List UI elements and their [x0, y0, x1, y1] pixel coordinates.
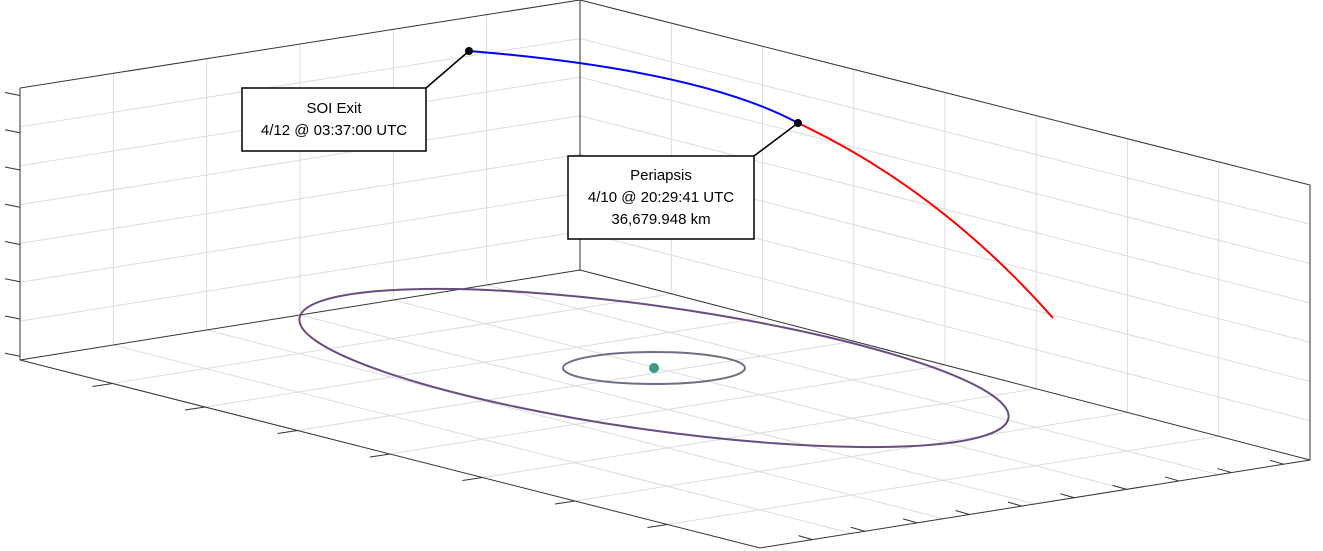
annotation-box: [241, 87, 427, 152]
outer-orbit: [298, 287, 1010, 449]
tick: [1217, 468, 1232, 474]
tick: [1007, 501, 1023, 507]
tick: [554, 500, 576, 505]
tick: [4, 203, 21, 208]
central-body: [649, 363, 659, 373]
inner-orbit: [562, 351, 746, 385]
tick: [4, 129, 21, 134]
grid-line: [579, 38, 1311, 225]
ticks: [4, 91, 1284, 541]
tick: [4, 166, 21, 171]
grid: [19, 14, 1311, 534]
box-edge: [19, 359, 1311, 549]
callout-leader: [425, 50, 470, 89]
annotation-box: [567, 155, 755, 240]
tick: [955, 509, 970, 515]
tick: [1112, 484, 1127, 490]
grid-line: [389, 364, 946, 455]
grid-line: [297, 340, 854, 431]
event-point: [465, 47, 473, 55]
grid-line: [667, 435, 1219, 525]
tick: [647, 524, 668, 528]
tick: [850, 526, 865, 532]
annotation-text: SOI Exit: [306, 100, 362, 117]
tick: [92, 383, 113, 387]
annotation-text: Periapsis: [630, 167, 692, 184]
tick: [1060, 493, 1075, 499]
event-point: [794, 119, 802, 127]
grid-line: [579, 76, 1311, 265]
grid-line: [19, 153, 581, 244]
tick: [4, 352, 21, 357]
annotation-text: 36,679.948 km: [611, 211, 710, 228]
trajectory-blue: [468, 50, 799, 124]
tick: [4, 91, 21, 96]
annotation: SOI Exit 4/12 @ 03:37:00 UTC: [241, 87, 427, 152]
grid-line: [482, 388, 1037, 478]
grid-line: [19, 115, 581, 206]
tick: [462, 477, 483, 481]
tick: [369, 453, 391, 458]
grid-line: [204, 317, 763, 408]
tick: [4, 241, 21, 245]
trajectory-red: [797, 122, 1054, 319]
tick: [277, 430, 298, 434]
grid-line: [112, 293, 672, 384]
box-edge: [19, 0, 1311, 460]
tick: [4, 315, 21, 320]
tick: [4, 278, 21, 283]
box-edges: [19, 0, 1311, 549]
tick: [1269, 459, 1284, 465]
tick: [798, 535, 813, 541]
grid-line: [19, 192, 581, 283]
grid-line: [574, 412, 1128, 502]
grid-line: [579, 115, 1311, 304]
annotation-text: 4/10 @ 20:29:41 UTC: [588, 189, 734, 206]
box-edge: [19, 269, 1311, 461]
annotation: Periapsis 4/10 @ 20:29:41 UTC 36,679.948…: [567, 155, 755, 240]
callout-leader: [753, 122, 799, 157]
grid-line: [579, 230, 1311, 422]
tick: [903, 518, 918, 524]
annotation-text: 4/12 @ 03:37:00 UTC: [261, 122, 407, 139]
grid-line: [19, 230, 581, 322]
tick: [184, 406, 206, 411]
tick: [1164, 476, 1180, 482]
